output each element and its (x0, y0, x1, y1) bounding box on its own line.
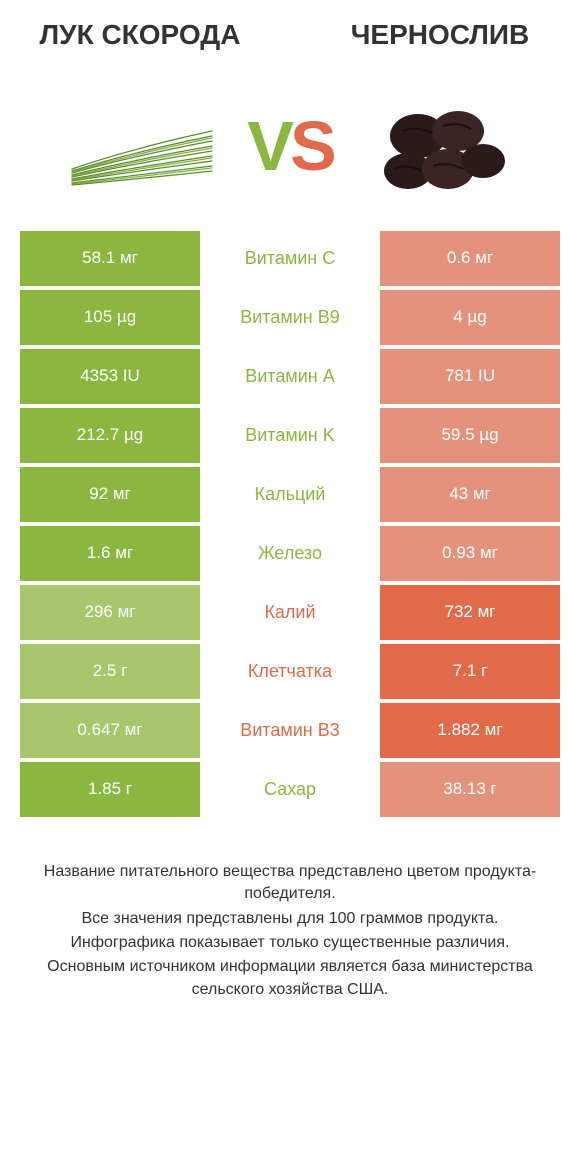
nutrient-label: Витамин B9 (200, 290, 380, 345)
titles-row: Лук скорода Чернослив (0, 0, 580, 61)
table-row: 58.1 мгВитамин C0.6 мг (20, 231, 560, 286)
right-value-cell: 7.1 г (380, 644, 560, 699)
left-value-cell: 0.647 мг (20, 703, 200, 758)
right-value-cell: 4 µg (380, 290, 560, 345)
table-row: 92 мгКальций43 мг (20, 467, 560, 522)
vs-v: V (247, 107, 290, 185)
left-value-cell: 2.5 г (20, 644, 200, 699)
table-row: 0.647 мгВитамин B31.882 мг (20, 703, 560, 758)
table-row: 212.7 µgВитамин K59.5 µg (20, 408, 560, 463)
right-value-cell: 732 мг (380, 585, 560, 640)
right-value-cell: 0.6 мг (380, 231, 560, 286)
table-row: 1.6 мгЖелезо0.93 мг (20, 526, 560, 581)
left-value-cell: 296 мг (20, 585, 200, 640)
left-value-cell: 212.7 µg (20, 408, 200, 463)
nutrient-label: Витамин A (200, 349, 380, 404)
left-value-cell: 1.6 мг (20, 526, 200, 581)
nutrient-label: Сахар (200, 762, 380, 817)
footer-line: Основным источником информации является … (30, 956, 550, 1001)
nutrient-label: Железо (200, 526, 380, 581)
nutrient-label: Витамин C (200, 231, 380, 286)
right-value-cell: 38.13 г (380, 762, 560, 817)
footer-line: Все значения представлены для 100 граммо… (30, 908, 550, 930)
infographic-container: Лук скорода Чернослив (0, 0, 580, 1174)
right-value-cell: 1.882 мг (380, 703, 560, 758)
nutrient-label: Кальций (200, 467, 380, 522)
left-value-cell: 105 µg (20, 290, 200, 345)
vs-label: VS (247, 106, 332, 186)
right-value-cell: 0.93 мг (380, 526, 560, 581)
nutrient-label: Клетчатка (200, 644, 380, 699)
prunes-image (363, 91, 513, 201)
vs-s: S (290, 107, 333, 185)
right-value-cell: 781 IU (380, 349, 560, 404)
footer-line: Название питательного вещества представл… (30, 861, 550, 906)
footer-line: Инфографика показывает только существенн… (30, 932, 550, 954)
left-product-title: Лук скорода (30, 20, 250, 51)
table-row: 1.85 гСахар38.13 г (20, 762, 560, 817)
table-row: 2.5 гКлетчатка7.1 г (20, 644, 560, 699)
table-row: 296 мгКалий732 мг (20, 585, 560, 640)
left-value-cell: 92 мг (20, 467, 200, 522)
nutrient-label: Витамин B3 (200, 703, 380, 758)
table-row: 105 µgВитамин B94 µg (20, 290, 560, 345)
comparison-table: 58.1 мгВитамин C0.6 мг105 µgВитамин B94 … (0, 231, 580, 821)
left-value-cell: 1.85 г (20, 762, 200, 817)
right-product-title: Чернослив (330, 20, 550, 51)
left-value-cell: 4353 IU (20, 349, 200, 404)
right-value-cell: 59.5 µg (380, 408, 560, 463)
footer-notes: Название питательного вещества представл… (0, 821, 580, 1003)
right-value-cell: 43 мг (380, 467, 560, 522)
vs-row: VS (0, 61, 580, 231)
table-row: 4353 IUВитамин A781 IU (20, 349, 560, 404)
left-value-cell: 58.1 мг (20, 231, 200, 286)
chives-image (67, 91, 217, 201)
nutrient-label: Витамин K (200, 408, 380, 463)
nutrient-label: Калий (200, 585, 380, 640)
